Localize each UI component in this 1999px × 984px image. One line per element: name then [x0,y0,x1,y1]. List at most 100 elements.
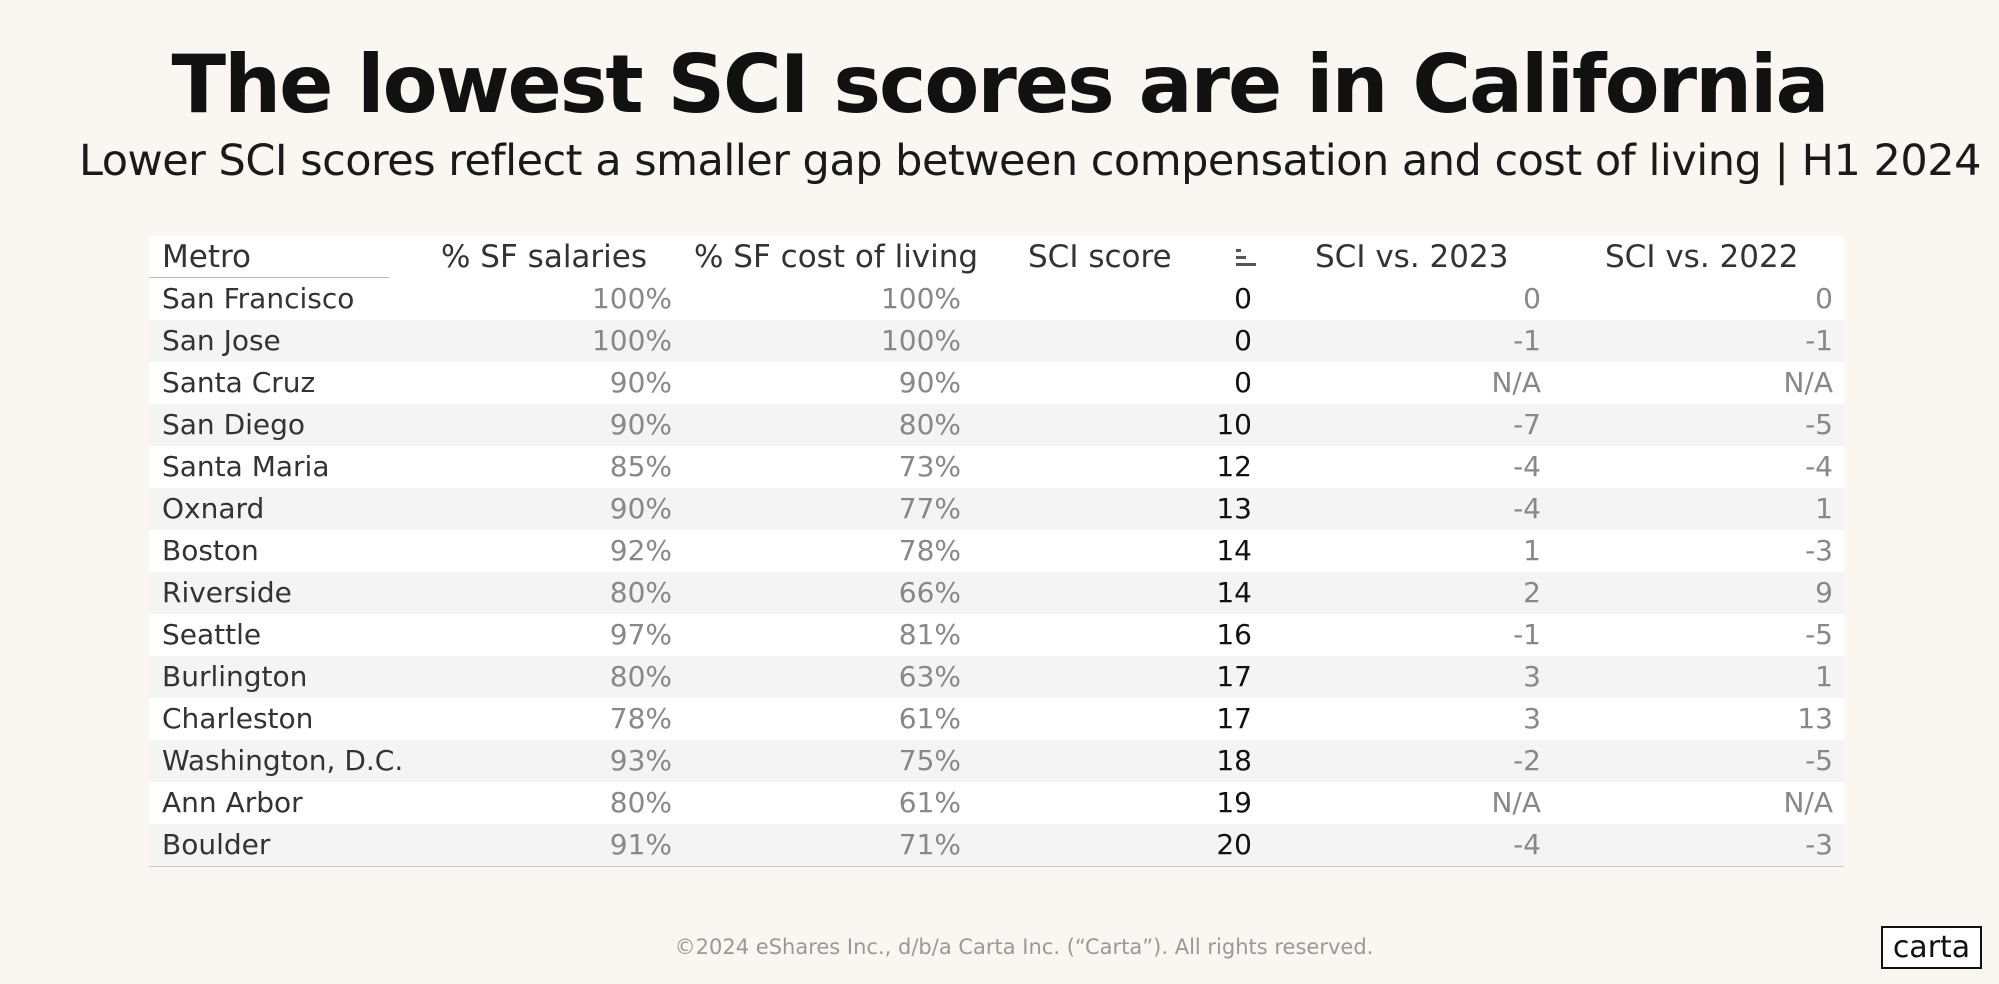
table-cell: 100% [880,282,961,315]
table-cell: 90% [898,366,961,399]
table-cell: -4 [1513,450,1541,483]
table-cell: -3 [1805,828,1833,861]
table-cell: 97% [609,618,672,651]
table-cell: -5 [1805,618,1833,651]
table-cell: 19 [1216,786,1252,819]
table-cell: 93% [609,744,672,777]
table-cell: -1 [1513,324,1541,357]
sort-icon[interactable] [1234,246,1260,270]
table-cell: -1 [1805,324,1833,357]
table-row: Santa Maria 85% 73% 12 -4 -4 [149,446,1844,488]
table-cell: N/A [1783,786,1833,819]
table-cell: Washington, D.C. [162,744,404,777]
table-cell: 80% [898,408,961,441]
column-header: SCI vs. 2022 [1605,239,1799,275]
table-cell: 80% [609,660,672,693]
title: The lowest SCI scores are in California [171,38,1830,131]
table-cell: N/A [1491,786,1541,819]
table-row: Boston 92% 78% 14 1 -3 [149,530,1844,572]
table-cell: 100% [591,324,672,357]
table-cell: 17 [1216,660,1252,693]
table-cell: -4 [1513,492,1541,525]
table-cell: San Diego [162,408,306,441]
table-cell: N/A [1491,366,1541,399]
table-cell: Boulder [162,828,271,861]
table-cell: 81% [898,618,961,651]
table-cell: -7 [1513,408,1541,441]
column-header: SCI score [1028,239,1172,275]
table-cell: 90% [609,366,672,399]
table-cell: San Jose [162,324,281,357]
table-cell: 3 [1523,702,1541,735]
table-row: Riverside 80% 66% 14 2 9 [149,572,1844,614]
table-row: Burlington 80% 63% 17 3 1 [149,656,1844,698]
table-cell: Ann Arbor [162,786,303,819]
table-cell: 0 [1234,282,1252,315]
column-header: % SF cost of living [694,239,979,275]
table-cell: 80% [609,786,672,819]
table-cell: 100% [591,282,672,315]
table-cell: Santa Maria [162,450,330,483]
table-cell: 78% [898,534,961,567]
table-row: Charleston 78% 61% 17 3 13 [149,698,1844,740]
subtitle: Lower SCI scores reflect a smaller gap b… [79,136,1981,186]
table-cell: 73% [898,450,961,483]
divider [149,277,389,278]
table-cell: -5 [1805,744,1833,777]
table-cell: -4 [1513,828,1541,861]
table-cell: 16 [1216,618,1252,651]
table-row: Oxnard 90% 77% 13 -4 1 [149,488,1844,530]
logo: carta [1881,926,1982,969]
table-cell: Charleston [162,702,314,735]
table-row: Seattle 97% 81% 16 -1 -5 [149,614,1844,656]
table-cell: N/A [1783,366,1833,399]
table: Metro % SF salaries % SF cost of living SCI… [149,236,1844,867]
table-cell: -2 [1513,744,1541,777]
table-cell: 61% [898,786,961,819]
table-cell: 9 [1815,576,1833,609]
table-row: Santa Cruz 90% 90% 0 N/A N/A [149,362,1844,404]
table-cell: 80% [609,576,672,609]
table-cell: Boston [162,534,259,567]
table-cell: 1 [1523,534,1541,567]
table-cell: 3 [1523,660,1541,693]
table-cell: 2 [1523,576,1541,609]
table-cell: 91% [609,828,672,861]
table-cell: -5 [1805,408,1833,441]
table-cell: 85% [609,450,672,483]
header-row: Metro % SF salaries % SF cost of living SCI… [149,236,1844,278]
table-row: Washington, D.C. 93% 75% 18 -2 -5 [149,740,1844,782]
table-cell: 13 [1216,492,1252,525]
table-cell: 66% [898,576,961,609]
table-cell: 0 [1234,324,1252,357]
table-cell: 12 [1216,450,1252,483]
table-cell: -4 [1805,450,1833,483]
table-cell: 92% [609,534,672,567]
table-cell: 0 [1815,282,1833,315]
table-cell: 0 [1234,366,1252,399]
column-header: Metro [162,239,252,275]
copyright: ©2024 eShares Inc., d/b/a Carta Inc. (“C… [674,935,1374,959]
table-cell: 75% [898,744,961,777]
table-cell: 10 [1216,408,1252,441]
table-cell: 1 [1815,660,1833,693]
table-cell: 78% [609,702,672,735]
table-cell: Santa Cruz [162,366,316,399]
table-cell: 20 [1216,828,1252,861]
table-row: Ann Arbor 80% 61% 19 N/A N/A [149,782,1844,824]
table-cell: Oxnard [162,492,265,525]
divider [149,865,1844,867]
table-row: San Diego 90% 80% 10 -7 -5 [149,404,1844,446]
table-cell: San Francisco [162,282,355,315]
table-row: Boulder 91% 71% 20 -4 -3 [149,824,1844,866]
table-cell: 14 [1216,576,1252,609]
table-row: San Francisco 100% 100% 0 0 0 [149,278,1844,320]
table-cell: 100% [880,324,961,357]
table-cell: -1 [1513,618,1541,651]
table-cell: Seattle [162,618,262,651]
table-cell: 14 [1216,534,1252,567]
table-cell: 1 [1815,492,1833,525]
table-cell: Riverside [162,576,292,609]
table-cell: Burlington [162,660,308,693]
table-cell: 90% [609,408,672,441]
